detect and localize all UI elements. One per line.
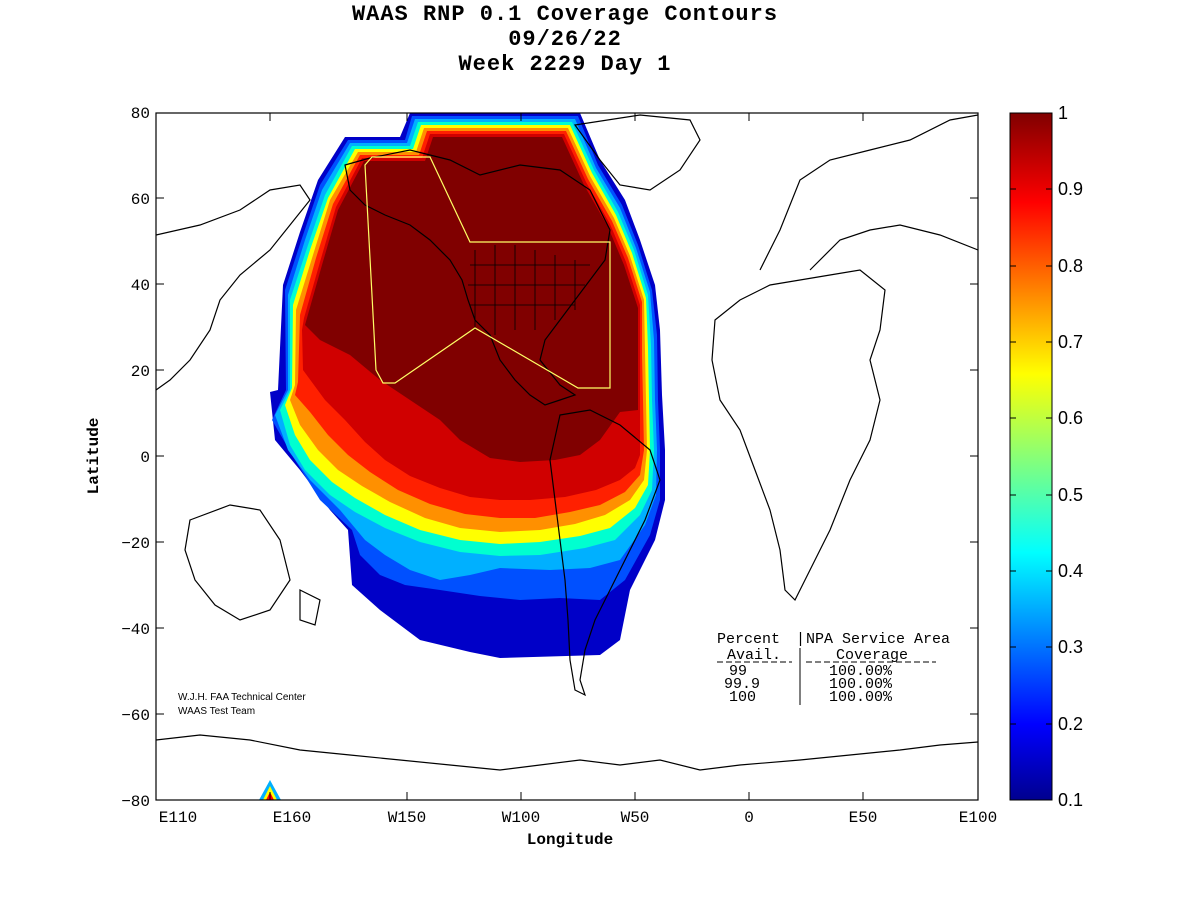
table-row-avail: 99 bbox=[729, 663, 747, 680]
y-tick-label: 20 bbox=[131, 363, 150, 381]
colorbar-label: 0.2 bbox=[1058, 714, 1083, 734]
x-tick-label: E50 bbox=[849, 809, 878, 827]
x-tick-label: E110 bbox=[159, 809, 197, 827]
colorbar-label: 0.1 bbox=[1058, 790, 1083, 810]
table-sub-avail: Avail. bbox=[727, 647, 781, 664]
colorbar-labels: 1 0.9 0.8 0.7 0.6 0.5 0.4 0.3 0.2 0.1 bbox=[1058, 103, 1083, 810]
y-tick-label: −80 bbox=[121, 793, 150, 811]
y-tick-label: −60 bbox=[121, 707, 150, 725]
chart-title-line2: 09/26/22 bbox=[508, 27, 622, 52]
colorbar-label: 0.5 bbox=[1058, 485, 1083, 505]
y-tick-label: −40 bbox=[121, 621, 150, 639]
colorbar-label: 0.7 bbox=[1058, 332, 1083, 352]
table-row-coverage: 100.00% bbox=[829, 689, 893, 706]
credit-line1: W.J.H. FAA Technical Center bbox=[178, 692, 306, 703]
x-tick-label: 0 bbox=[744, 809, 754, 827]
x-tick-label: W50 bbox=[621, 809, 650, 827]
y-tick-label: 60 bbox=[131, 191, 150, 209]
colorbar-label: 0.6 bbox=[1058, 408, 1083, 428]
npa-coverage-table: Percent | NPA Service Area Avail. Covera… bbox=[717, 631, 950, 706]
table-header-percent: Percent bbox=[717, 631, 780, 648]
x-axis-title: Longitude bbox=[527, 831, 613, 849]
table-row-coverage: 100.00% bbox=[829, 663, 893, 680]
colorbar bbox=[1009, 112, 1053, 801]
table-row-avail: 99.9 bbox=[724, 676, 760, 693]
table-header-npa: NPA Service Area bbox=[806, 631, 950, 648]
coastlines bbox=[156, 114, 978, 771]
y-tick-labels: 80 60 40 20 0 −20 −40 −60 −80 bbox=[121, 105, 150, 811]
y-tick-label: 40 bbox=[131, 277, 150, 295]
table-header-divider: | bbox=[796, 631, 805, 648]
chart-title-line3: Week 2229 Day 1 bbox=[458, 52, 672, 77]
y-tick-label: −20 bbox=[121, 535, 150, 553]
x-tick-label: E100 bbox=[959, 809, 997, 827]
table-row-coverage: 100.00% bbox=[829, 676, 893, 693]
y-axis-title: Latitude bbox=[85, 418, 103, 495]
colorbar-ticks bbox=[1010, 188, 1052, 725]
colorbar-label: 0.3 bbox=[1058, 637, 1083, 657]
credit-line2: WAAS Test Team bbox=[178, 706, 255, 717]
x-tick-labels: E110 E160 W150 W100 W50 0 E50 E100 bbox=[159, 809, 997, 827]
colorbar-label: 0.4 bbox=[1058, 561, 1083, 581]
table-row-avail: 100 bbox=[729, 689, 756, 706]
x-tick-label: E160 bbox=[273, 809, 311, 827]
chart-title-line1: WAAS RNP 0.1 Coverage Contours bbox=[351, 2, 779, 27]
npa-service-area-outline bbox=[364, 156, 611, 389]
coverage-contours bbox=[259, 113, 665, 800]
y-tick-label: 80 bbox=[131, 105, 150, 123]
colorbar-label: 0.8 bbox=[1058, 256, 1083, 276]
colorbar-label: 1 bbox=[1058, 103, 1068, 123]
us-state-borders bbox=[468, 245, 590, 335]
x-tick-label: W100 bbox=[502, 809, 540, 827]
x-tick-label: W150 bbox=[388, 809, 426, 827]
y-tick-label: 0 bbox=[140, 449, 150, 467]
colorbar-label: 0.9 bbox=[1058, 179, 1083, 199]
tick-marks bbox=[156, 113, 978, 800]
table-sub-coverage: Coverage bbox=[836, 647, 908, 664]
